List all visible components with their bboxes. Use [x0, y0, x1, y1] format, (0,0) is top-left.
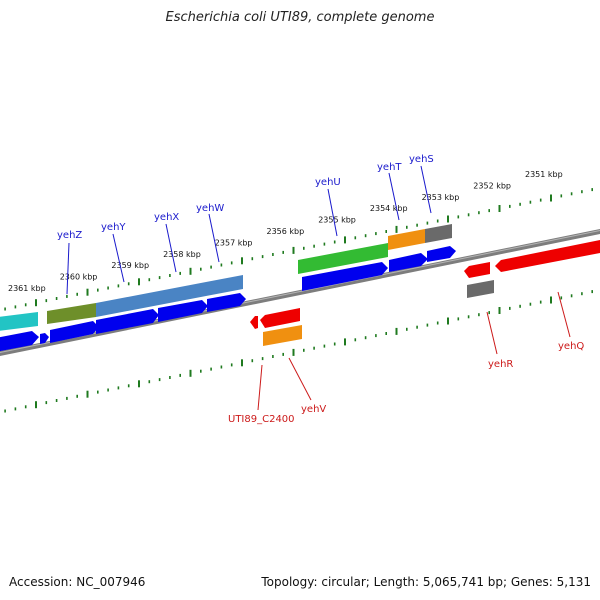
- leader-UTI89_C2400: [257, 364, 263, 411]
- feature-yehW-bar: [206, 275, 243, 296]
- kbp-label: 2361 kbp: [8, 284, 46, 293]
- gene-label-yehW: yehW: [196, 203, 224, 214]
- cds-arrow-reverse-1: [250, 316, 258, 329]
- cds-arrow-forward-5: [158, 300, 208, 322]
- accession-text: Accession: NC_007946: [9, 575, 146, 589]
- kbp-labels: 2361 kbp 2360 kbp 2359 kbp 2358 kbp 2357 kbp…: [8, 170, 563, 293]
- leader-yehV: [288, 357, 312, 401]
- features: [0, 224, 600, 352]
- cds-arrow-forward-1: [0, 331, 39, 352]
- kbp-label: 2357 kbp: [215, 238, 253, 247]
- kbp-label: 2354 kbp: [370, 204, 408, 213]
- cds-arrow-forward-2: [40, 333, 49, 344]
- feature-yehR-bar: [467, 280, 494, 298]
- forward-gene-labels: yehZ yehY yehX yehW yehU yehT yehS: [57, 154, 434, 295]
- feature-yehY-yehX-bar: [96, 282, 206, 317]
- cds-arrow-forward-4: [96, 309, 159, 334]
- cds-arrow-forward-6: [207, 293, 246, 312]
- gene-label-yehV: yehV: [301, 404, 326, 415]
- feature-yehS-bar: [425, 224, 452, 243]
- kbp-label: 2353 kbp: [422, 193, 460, 202]
- leader-yehW: [208, 213, 220, 263]
- ticks-lower-row: [4, 290, 594, 413]
- leader-yehR: [486, 311, 498, 355]
- kbp-label: 2351 kbp: [525, 170, 563, 179]
- cds-arrow-reverse-3: [464, 262, 490, 278]
- gene-label-yehY: yehY: [101, 222, 126, 233]
- leader-yehT: [388, 172, 400, 221]
- feature-yehV-bar: [263, 325, 302, 346]
- leader-yehU: [327, 188, 338, 237]
- leader-yehQ: [557, 291, 571, 338]
- gene-label-yehQ: yehQ: [558, 341, 584, 352]
- kbp-label: 2359 kbp: [111, 261, 149, 270]
- kbp-label: 2358 kbp: [163, 250, 201, 259]
- kbp-label: 2356 kbp: [267, 227, 305, 236]
- feature-yehZ-bar: [47, 303, 96, 324]
- leader-yehX: [165, 223, 177, 273]
- feature-yehT-bar: [388, 229, 425, 250]
- leader-yehS: [420, 165, 432, 214]
- cds-arrow-forward-8: [389, 253, 428, 272]
- gene-label-yehX: yehX: [154, 212, 179, 223]
- gene-label-yehZ: yehZ: [57, 230, 82, 241]
- gene-label-yehT: yehT: [377, 162, 402, 173]
- reverse-gene-labels: UTI89_C2400 yehV yehR yehQ: [228, 291, 584, 425]
- kbp-label: 2360 kbp: [60, 273, 98, 282]
- kbp-label: 2355 kbp: [318, 216, 356, 225]
- cds-arrow-reverse-2: [260, 308, 300, 328]
- leader-yehY: [112, 233, 125, 283]
- ticks-upper-row: [4, 188, 594, 311]
- page-title: Escherichia coli UTI89, complete genome: [165, 10, 435, 25]
- leader-yehZ: [66, 242, 70, 295]
- feature-yehU-bar: [298, 243, 388, 274]
- cds-arrow-forward-7: [302, 262, 388, 291]
- cds-arrow-forward-3: [50, 321, 99, 343]
- gene-label-yehR: yehR: [488, 359, 513, 370]
- topology-text: Topology: circular; Length: 5,065,741 bp…: [261, 575, 591, 589]
- gene-label-yehS: yehS: [409, 154, 434, 165]
- cds-arrow-reverse-4: [495, 240, 600, 272]
- gene-label-yehU: yehU: [315, 177, 341, 188]
- cds-arrow-forward-9: [427, 246, 456, 262]
- gene-label-UTI89_C2400: UTI89_C2400: [228, 414, 295, 425]
- kbp-label: 2352 kbp: [473, 181, 511, 190]
- feature-teal-bar: [0, 312, 38, 331]
